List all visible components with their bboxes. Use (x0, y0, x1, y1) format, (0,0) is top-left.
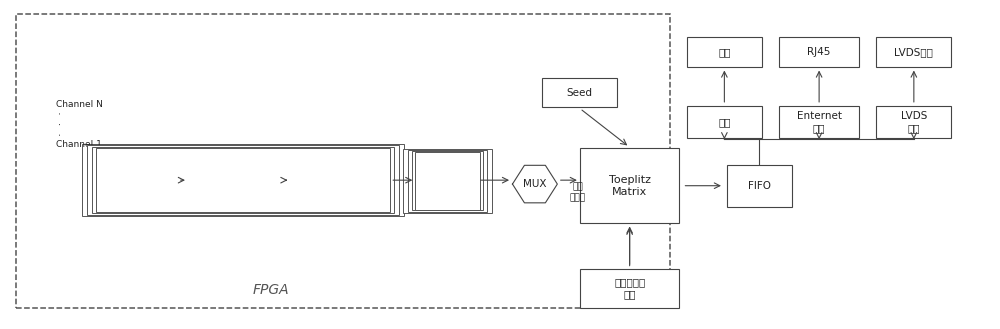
Text: 部分
随机数: 部分 随机数 (570, 183, 586, 202)
Text: FPGA: FPGA (252, 283, 289, 297)
FancyBboxPatch shape (727, 164, 792, 207)
FancyBboxPatch shape (403, 148, 492, 214)
Text: LVDS芯片: LVDS芯片 (894, 47, 933, 57)
FancyBboxPatch shape (418, 154, 478, 208)
Text: 光口: 光口 (718, 117, 731, 127)
Text: Channel 1: Channel 1 (56, 140, 102, 149)
Text: 采样单元: 采样单元 (223, 175, 248, 185)
FancyBboxPatch shape (104, 163, 178, 197)
FancyBboxPatch shape (92, 147, 394, 213)
FancyBboxPatch shape (96, 148, 390, 212)
Text: FIFO: FIFO (748, 181, 771, 191)
Text: 光口: 光口 (718, 47, 731, 57)
Text: Enternet
接口: Enternet 接口 (797, 111, 842, 133)
FancyBboxPatch shape (87, 145, 399, 215)
FancyBboxPatch shape (412, 151, 483, 211)
Text: RJ45: RJ45 (807, 47, 831, 57)
Text: Toeplitz
Matrix: Toeplitz Matrix (609, 175, 651, 196)
FancyBboxPatch shape (779, 37, 859, 67)
FancyBboxPatch shape (687, 106, 762, 139)
FancyBboxPatch shape (288, 163, 383, 197)
Text: 同步单元: 同步单元 (323, 175, 348, 185)
Text: STR: STR (131, 175, 151, 185)
FancyBboxPatch shape (542, 78, 617, 107)
Polygon shape (512, 165, 557, 203)
Text: MUX: MUX (523, 179, 547, 189)
Text: Seed: Seed (567, 88, 593, 98)
Text: FIFO: FIFO (437, 176, 460, 186)
FancyBboxPatch shape (876, 106, 951, 139)
Text: Channel N: Channel N (56, 100, 103, 109)
FancyBboxPatch shape (779, 106, 859, 139)
Text: ·  ·  ·: · · · (56, 111, 66, 136)
FancyBboxPatch shape (415, 152, 480, 210)
FancyBboxPatch shape (876, 37, 951, 67)
FancyBboxPatch shape (188, 163, 283, 197)
FancyBboxPatch shape (580, 148, 679, 223)
Text: LVDS
接口: LVDS 接口 (901, 111, 927, 133)
FancyBboxPatch shape (580, 269, 679, 308)
FancyBboxPatch shape (687, 37, 762, 67)
Text: 最小熵估算
单元: 最小熵估算 单元 (614, 278, 645, 299)
FancyBboxPatch shape (82, 144, 404, 216)
FancyBboxPatch shape (408, 150, 487, 212)
